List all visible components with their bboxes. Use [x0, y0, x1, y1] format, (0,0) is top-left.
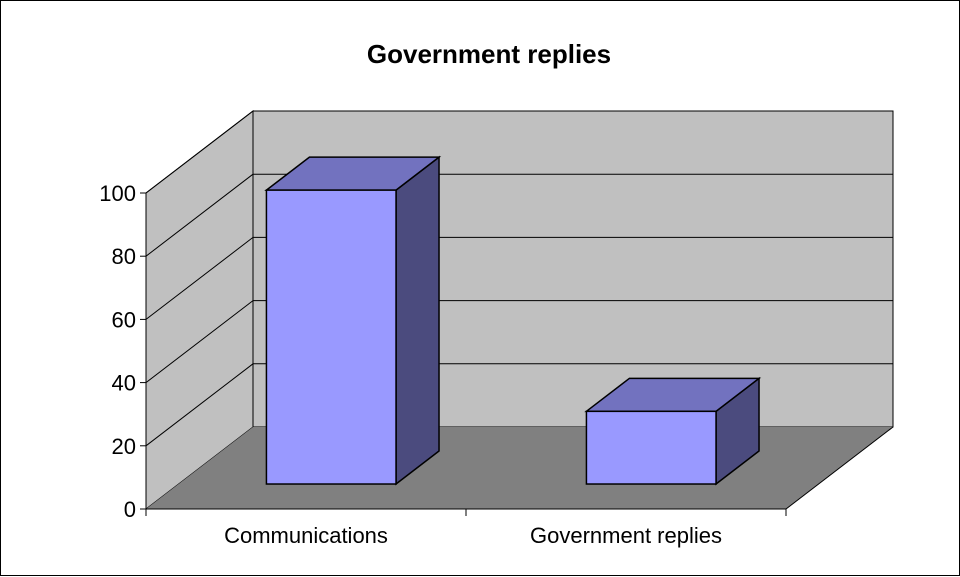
x-tick-label: Communications — [224, 523, 388, 548]
bar-side — [395, 155, 440, 486]
y-tick-label: 60 — [112, 307, 136, 332]
chart-walls — [145, 109, 894, 511]
bars — [264, 155, 762, 486]
floor — [146, 427, 893, 509]
floor-edge — [785, 426, 894, 510]
y-tick-label: 100 — [99, 181, 136, 206]
gridline-side — [145, 300, 254, 383]
gridline-side — [145, 363, 254, 447]
x-tick-label: Government replies — [530, 523, 722, 548]
bar — [584, 376, 762, 486]
y-tick-label: 0 — [124, 497, 136, 522]
gridline-side — [145, 237, 254, 320]
gridline-side — [145, 110, 254, 194]
axes — [140, 192, 894, 516]
y-tick-label: 40 — [112, 371, 136, 396]
bar — [264, 155, 442, 486]
bar-front — [265, 189, 397, 485]
chart-title: Government replies — [367, 39, 611, 69]
y-tick-label: 80 — [112, 244, 136, 269]
y-tick-labels: 0 20 40 60 80 100 — [99, 181, 136, 522]
bar-front — [585, 410, 717, 485]
x-tick-labels: Communications Government replies — [224, 523, 722, 548]
y-tick-label: 20 — [112, 434, 136, 459]
gridline-side — [145, 173, 254, 257]
